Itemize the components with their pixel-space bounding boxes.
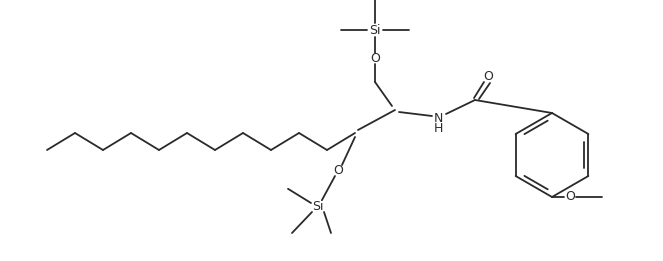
Text: N: N	[434, 111, 443, 124]
Text: O: O	[483, 70, 493, 84]
Text: O: O	[565, 191, 575, 204]
Text: Si: Si	[312, 200, 324, 213]
Text: O: O	[333, 163, 343, 176]
Text: Si: Si	[369, 23, 381, 37]
Text: O: O	[370, 51, 380, 64]
Text: H: H	[434, 122, 443, 135]
